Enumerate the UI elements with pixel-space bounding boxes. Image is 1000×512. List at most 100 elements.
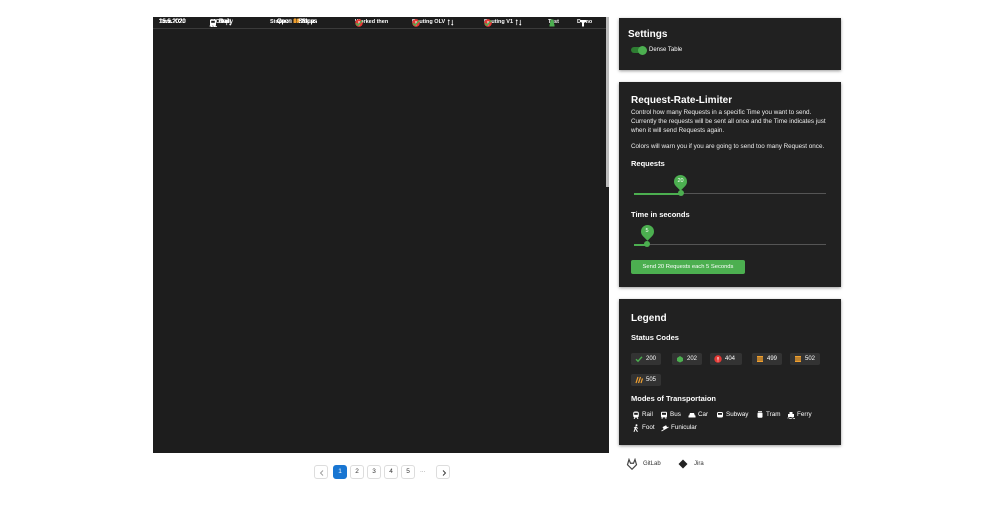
stops-unit: Stops: [298, 19, 314, 25]
mot-cell: Bus: [219, 19, 230, 25]
dense-toggle[interactable]: [631, 45, 647, 55]
time-cell: 16.6.2020: [159, 19, 186, 25]
prev-page[interactable]: [314, 465, 328, 479]
time-cell: 16.6.2020: [159, 19, 186, 25]
settings-card: Settings Dense Table: [619, 18, 841, 70]
stops-cell: Open 48 Stops: [277, 17, 317, 28]
column-header[interactable]: Routing V1: [484, 19, 514, 25]
mode-label: Car: [698, 411, 709, 418]
footer-link[interactable]: GitLab: [643, 461, 661, 467]
mode-label: Bus: [670, 411, 681, 418]
stops-unit: Stops: [301, 19, 318, 25]
stops-open: Open: [277, 19, 292, 25]
status-icon: [795, 356, 801, 362]
demo-icon: [580, 19, 586, 27]
stops-cell: Open 38 Stops: [277, 17, 317, 28]
page-button[interactable]: 4: [384, 465, 398, 479]
mode-label: Funicular: [671, 424, 697, 431]
stops-open: Open: [277, 19, 292, 25]
page-button[interactable]: 3: [367, 465, 381, 479]
mot-cell: Bus: [219, 19, 230, 25]
stops-count: 3: [293, 19, 297, 25]
stops-open: Open: [277, 19, 292, 25]
stops-open: Open: [277, 19, 292, 25]
modes-title: Modes of Transportaion: [631, 394, 717, 403]
slider-fill: [634, 192, 681, 195]
stops-cell: Open 20 Stops: [277, 17, 317, 28]
stops-unit: Stops: [301, 19, 318, 25]
mot-cell: Bus: [219, 19, 230, 25]
stops-count: 20: [293, 19, 301, 25]
page-button[interactable]: 2: [350, 465, 364, 479]
stops-unit: Stops: [301, 19, 318, 25]
stops-unit: Stops: [301, 19, 318, 25]
column-header[interactable]: Routing OLV: [412, 19, 446, 25]
time-cell: 16.6.2020: [159, 19, 186, 25]
time-cell: 16.6.2020: [159, 19, 186, 25]
slider-thumb[interactable]: [644, 241, 650, 247]
page-button[interactable]: 1: [333, 465, 347, 479]
rate-limiter-card: Request-Rate-Limiter Control how many Re…: [619, 82, 841, 287]
page-button[interactable]: 5: [401, 465, 415, 479]
send-button[interactable]: Send 20 Requests each 5 Seconds: [631, 260, 745, 274]
stops-count: 2: [293, 19, 297, 25]
time-cell: 16.6.2020: [159, 19, 186, 25]
stops-unit: Stops: [301, 19, 318, 25]
mot-cell: Bus: [219, 19, 230, 25]
time-label: Time in seconds: [631, 210, 690, 219]
stops-cell: Open 4 Stops: [277, 17, 314, 28]
time-cell: 16.6.2020: [159, 19, 186, 25]
stops-cell: Open 20 Stops: [277, 17, 317, 28]
scrollbar[interactable]: [606, 17, 609, 187]
stops-count: 14: [293, 19, 301, 25]
stops-open: Open: [277, 19, 292, 25]
stops-count: 10: [293, 19, 301, 25]
mot-cell: Rail: [219, 19, 230, 25]
next-page[interactable]: [436, 465, 450, 479]
stops-unit: Stops: [298, 19, 314, 25]
stops-count: 8: [293, 19, 297, 25]
mot-cell: Rail: [219, 19, 230, 25]
stops-unit: Stops: [301, 19, 318, 25]
stops-count: 2: [293, 19, 297, 25]
time-cell: 16.6.2020: [159, 19, 186, 25]
stops-unit: Stops: [298, 19, 314, 25]
stops-unit: Stops: [298, 19, 314, 25]
stops-unit: Stops: [301, 19, 318, 25]
stops-open: Open: [277, 19, 292, 25]
stops-unit: Stops: [301, 19, 318, 25]
stops-cell: Open 2 Stops: [277, 17, 314, 28]
sort-icon: [515, 19, 522, 26]
stops-count: 10: [293, 19, 301, 25]
column-header[interactable]: MOT: [211, 19, 224, 25]
success-icon: [412, 19, 420, 26]
mode-icon: [661, 424, 669, 431]
stops-count: 2: [293, 19, 297, 25]
settings-title: Settings: [628, 29, 668, 40]
stops-cell: Open 20 Stops: [277, 17, 317, 28]
chevron: [442, 469, 446, 476]
mot-cell: Bus: [219, 19, 230, 25]
status-chip: 404: [710, 353, 742, 365]
time-cell: 16.6.2020: [159, 19, 186, 25]
mode-label: Subway: [726, 411, 749, 418]
stops-unit: Stops: [298, 19, 314, 25]
mot-cell: Bus: [219, 19, 230, 25]
mot-cell: Rail: [219, 19, 230, 25]
footer-link[interactable]: Jira: [694, 461, 704, 467]
stops-open: Open: [277, 19, 292, 25]
mot-cell: Bus: [219, 19, 230, 25]
slider-track[interactable]: [634, 244, 826, 245]
stops-unit: Stops: [301, 19, 318, 25]
stops-cell: Open 10 Stops: [277, 17, 317, 28]
time-cell: 16.6.2020: [159, 19, 186, 25]
mot-cell: Bus: [219, 19, 230, 25]
stops-unit: Stops: [301, 19, 318, 25]
time-cell: 16.6.2020: [159, 19, 186, 25]
slider-thumb[interactable]: [678, 190, 684, 196]
slider-track[interactable]: [634, 193, 826, 194]
stops-cell: Open 4 Stops: [277, 17, 314, 28]
stops-open: Open: [277, 19, 292, 25]
stops-open: Open: [277, 19, 292, 25]
